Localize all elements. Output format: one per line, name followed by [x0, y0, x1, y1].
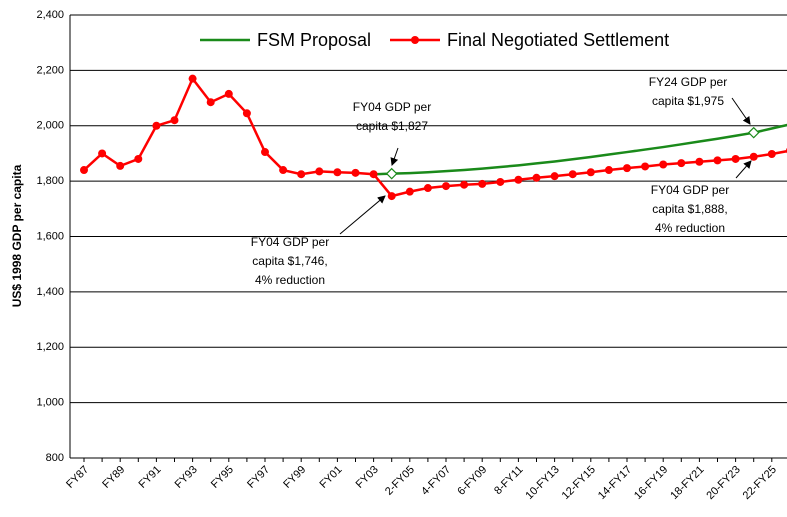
x-tick-label: 14-FY17 — [596, 464, 634, 502]
x-tick-label: 22-FY25 — [741, 464, 779, 502]
point — [586, 168, 595, 177]
point — [242, 109, 251, 118]
plot-area — [80, 74, 787, 201]
point — [713, 156, 722, 165]
x-tick-label: 10-FY13 — [523, 464, 561, 502]
annotation: capita $1,975 — [652, 94, 724, 108]
point — [677, 159, 686, 168]
y-axis-label: US$ 1998 GDP per capita — [10, 164, 24, 307]
y-tick-label: 2,200 — [36, 64, 64, 76]
point — [385, 167, 398, 180]
x-tick-label: 8-FY11 — [492, 464, 525, 497]
point — [460, 180, 469, 189]
point — [442, 182, 450, 191]
x-tick-label: FY97 — [245, 464, 272, 491]
annotation: FY04 GDP per — [251, 235, 329, 249]
y-tick-label: 2,400 — [36, 9, 64, 21]
point — [333, 168, 342, 177]
point — [261, 148, 269, 157]
y-tick-label: 1,000 — [36, 397, 64, 409]
x-tick-label: FY03 — [354, 464, 381, 491]
point — [532, 173, 541, 182]
point — [731, 154, 740, 163]
point — [369, 170, 378, 179]
point — [604, 166, 613, 175]
x-tick-label: FY93 — [173, 464, 200, 491]
point — [695, 157, 704, 166]
point — [659, 160, 668, 169]
x-tick-label: 2-FY05 — [383, 464, 417, 498]
point — [423, 184, 432, 193]
x-tick-label: 6-FY09 — [455, 464, 489, 498]
point — [315, 167, 324, 176]
y-tick-label: 1,800 — [36, 175, 64, 187]
point — [478, 179, 487, 188]
series-line — [373, 123, 787, 176]
point — [405, 187, 414, 196]
point — [749, 152, 758, 161]
y-tick-label: 2,000 — [36, 120, 64, 132]
x-tick-label: 4-FY07 — [419, 464, 453, 498]
point — [496, 177, 505, 186]
y-tick-label: 1,200 — [36, 341, 64, 353]
point — [116, 161, 125, 170]
annotation: FY04 GDP per — [353, 100, 431, 114]
point — [514, 175, 523, 184]
point — [387, 192, 396, 201]
series-line — [83, 76, 787, 198]
x-tick-label: FY99 — [281, 464, 308, 491]
legend-marker — [411, 36, 419, 44]
annotation-arrow — [339, 195, 386, 235]
point — [747, 126, 760, 139]
x-tick-label: FY01 — [317, 464, 344, 491]
annotation: capita $1,888, — [652, 202, 727, 216]
legend-label: Final Negotiated Settlement — [447, 30, 669, 50]
point — [134, 154, 143, 163]
x-tick-label: FY87 — [64, 464, 91, 491]
x-tick-label: 16-FY19 — [632, 464, 670, 502]
point — [224, 89, 233, 98]
point — [152, 121, 161, 130]
point — [80, 166, 88, 175]
y-tick-label: 1,400 — [36, 286, 64, 298]
point — [550, 172, 559, 181]
point — [98, 149, 107, 158]
annotation-arrow — [390, 147, 399, 166]
x-tick-label: 20-FY23 — [704, 464, 742, 502]
point — [297, 170, 306, 179]
y-tick-label: 800 — [46, 452, 64, 464]
annotation: 4% reduction — [655, 221, 725, 235]
point — [170, 116, 179, 125]
point — [767, 149, 776, 158]
point — [206, 98, 215, 107]
legend-label: FSM Proposal — [257, 30, 371, 50]
annotation: capita $1,746, — [252, 254, 327, 268]
point — [279, 166, 288, 175]
annotation: FY04 GDP per — [651, 183, 729, 197]
annotation-arrow — [735, 160, 752, 179]
x-tick-label: 12-FY15 — [560, 464, 598, 502]
y-tick-label: 1,600 — [36, 230, 64, 242]
annotation-arrow — [731, 97, 751, 125]
annotation: 4% reduction — [255, 273, 325, 287]
point — [351, 168, 360, 177]
point — [188, 74, 197, 83]
point — [623, 164, 631, 173]
annotation: FY24 GDP per — [649, 75, 727, 89]
point — [568, 170, 577, 179]
annotation: capita $1,827 — [356, 119, 428, 133]
point — [641, 162, 650, 171]
x-tick-label: FY91 — [136, 464, 163, 491]
x-tick-label: 18-FY21 — [668, 464, 706, 502]
x-tick-label: FY89 — [100, 464, 127, 491]
x-tick-label: FY95 — [209, 464, 236, 491]
